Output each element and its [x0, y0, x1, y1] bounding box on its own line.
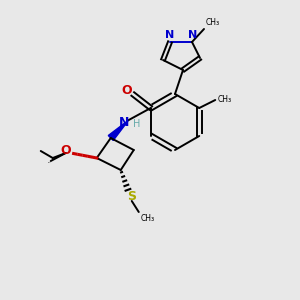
Text: ethyl: ethyl — [48, 162, 51, 163]
Text: N: N — [118, 116, 129, 128]
Text: CH₃: CH₃ — [141, 214, 155, 223]
Text: N: N — [188, 30, 198, 40]
Text: N: N — [165, 30, 175, 40]
Text: CH₃: CH₃ — [206, 18, 220, 27]
Text: O: O — [60, 145, 71, 158]
Polygon shape — [108, 120, 129, 140]
Text: S: S — [127, 190, 136, 203]
Text: O: O — [122, 83, 132, 97]
Text: CH₃: CH₃ — [217, 94, 231, 103]
Text: H: H — [133, 119, 140, 129]
